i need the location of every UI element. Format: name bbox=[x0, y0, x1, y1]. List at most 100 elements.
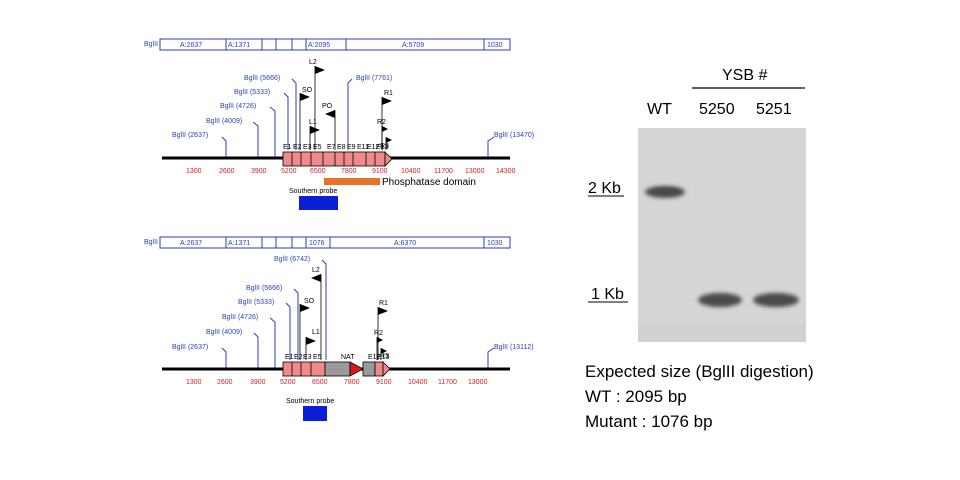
wt-exon-label: E5 bbox=[313, 144, 322, 151]
wt-restriction-map: BglII A:2637 A:1371 A:2095 A:5709 1030 B… bbox=[144, 38, 534, 210]
nat-cassette-tail bbox=[362, 361, 376, 377]
wt-exon-label: E8 bbox=[337, 144, 346, 151]
mut-site-label: BglII (13112) bbox=[494, 344, 534, 351]
mut-site-label: BglII (2637) bbox=[172, 344, 208, 351]
band-5250-1076 bbox=[698, 293, 742, 307]
wt-site-label: BglII (4726) bbox=[220, 103, 256, 110]
blot-membrane bbox=[638, 128, 806, 342]
expected-title: Expected size (BglII digestion) bbox=[585, 362, 814, 381]
mut-exon-label: E5 bbox=[313, 354, 322, 361]
wt-probe-label: Southern probe bbox=[289, 188, 337, 195]
wt-exon-label: E13 bbox=[376, 144, 389, 151]
ysb-group-label: YSB # bbox=[722, 67, 767, 84]
svg-text:6500: 6500 bbox=[310, 168, 326, 175]
svg-text:2600: 2600 bbox=[217, 379, 233, 386]
mut-fragment-bar bbox=[159, 236, 511, 249]
svg-text:11700: 11700 bbox=[434, 168, 453, 175]
wt-fragment-label: A:2637 bbox=[180, 42, 202, 49]
svg-text:7800: 7800 bbox=[344, 379, 360, 386]
nat-marker-arrow bbox=[349, 361, 364, 377]
mut-fragment-label: A:1371 bbox=[228, 240, 250, 247]
phosphatase-domain-bar bbox=[324, 178, 380, 185]
wt-gene-arrow bbox=[384, 151, 393, 167]
wt-primer-label: PO bbox=[322, 103, 333, 110]
expected-size-text: Expected size (BglII digestion) WT : 209… bbox=[585, 362, 814, 431]
wt-southern-probe bbox=[299, 196, 338, 210]
svg-text:3900: 3900 bbox=[251, 168, 267, 175]
wt-fragment-label: A:5709 bbox=[402, 42, 424, 49]
marker-1kb: 1 Kb bbox=[591, 286, 624, 303]
marker-2kb: 2 Kb bbox=[588, 180, 621, 197]
wt-primer-label: L1 bbox=[309, 119, 317, 126]
mut-probe-label: Southern probe bbox=[286, 398, 334, 405]
wt-exon-label: E7 bbox=[327, 144, 336, 151]
wt-exon-dividers bbox=[291, 152, 376, 166]
wt-site-label: BglII (5666) bbox=[244, 75, 280, 82]
wt-site-leaders bbox=[221, 78, 495, 158]
mut-exon-label: E1 bbox=[285, 354, 294, 361]
phosphatase-domain-label: Phosphatase domain bbox=[382, 177, 476, 188]
lane-label-wt: WT bbox=[647, 101, 672, 118]
svg-text:13000: 13000 bbox=[468, 379, 488, 386]
mut-enzyme-label: BglII bbox=[144, 239, 158, 246]
mut-scale-ticks: 1300 2600 3900 5200 6500 7800 9100 10400… bbox=[186, 379, 488, 386]
mut-fragment-label: A:2637 bbox=[180, 240, 202, 247]
wt-fragment-label: A:1371 bbox=[228, 42, 250, 49]
wt-gene-body bbox=[282, 151, 386, 167]
svg-text:11700: 11700 bbox=[438, 379, 457, 386]
wt-scale-ticks: 1300 2600 3900 5200 6500 7800 9100 10400… bbox=[186, 168, 516, 175]
mut-site-label: BglII (5333) bbox=[238, 299, 274, 306]
svg-text:10400: 10400 bbox=[401, 168, 421, 175]
svg-text:6500: 6500 bbox=[312, 379, 328, 386]
svg-text:2600: 2600 bbox=[219, 168, 235, 175]
band-5251-1076 bbox=[753, 293, 799, 307]
wt-primer-label: R3 bbox=[380, 143, 389, 150]
wt-fragment-bar bbox=[159, 38, 511, 51]
mut-southern-probe bbox=[303, 406, 327, 421]
mut-gene-3prime bbox=[374, 361, 384, 377]
mut-exon-label: E2 bbox=[294, 354, 303, 361]
mut-primer-label: R1 bbox=[379, 300, 388, 307]
wt-primer-label: R1 bbox=[384, 90, 393, 97]
mut-primer-label: L2 bbox=[312, 267, 320, 274]
svg-text:9100: 9100 bbox=[372, 168, 388, 175]
mut-exon-label: E13 bbox=[377, 354, 390, 361]
mut-primer-label: L1 bbox=[312, 329, 320, 336]
wt-enzyme-label: BglII bbox=[144, 41, 158, 48]
svg-text:9100: 9100 bbox=[376, 379, 392, 386]
wt-primer-flags bbox=[299, 66, 392, 150]
blot-membrane-edge bbox=[638, 322, 806, 342]
svg-text:5200: 5200 bbox=[280, 379, 296, 386]
mut-site-leaders bbox=[221, 259, 495, 368]
svg-text:10400: 10400 bbox=[408, 379, 428, 386]
svg-text:1300: 1300 bbox=[186, 168, 202, 175]
mut-fragment-label: 1076 bbox=[309, 240, 325, 247]
expected-mutant: Mutant : 1076 bp bbox=[585, 412, 713, 431]
wt-fragment-label: 1030 bbox=[487, 42, 503, 49]
wt-exon-label: E9 bbox=[347, 144, 356, 151]
svg-text:5200: 5200 bbox=[281, 168, 297, 175]
wt-primer-label: L2 bbox=[309, 59, 317, 66]
mut-primer-label: R2 bbox=[374, 330, 383, 337]
svg-text:3900: 3900 bbox=[250, 379, 266, 386]
wt-fragment-label: A:2095 bbox=[308, 42, 330, 49]
mut-site-label: BglII (4009) bbox=[206, 329, 242, 336]
mut-gene-5prime bbox=[282, 361, 326, 377]
nat-label: NAT bbox=[341, 354, 355, 361]
wt-primer-label: R2 bbox=[377, 119, 386, 126]
svg-text:1300: 1300 bbox=[186, 379, 202, 386]
band-wt-core bbox=[653, 188, 679, 194]
wt-exon-label: E3 bbox=[303, 144, 312, 151]
wt-site-label: BglII (5333) bbox=[234, 89, 270, 96]
mut-exon-label: E3 bbox=[303, 354, 312, 361]
wt-exon-label: E11 bbox=[357, 144, 369, 151]
lane-label-5250: 5250 bbox=[699, 101, 735, 118]
wt-exon-label: E2 bbox=[293, 144, 302, 151]
mut-exon-label: E12 bbox=[368, 354, 381, 361]
wt-site-label: BglII (2637) bbox=[172, 132, 208, 139]
mut-primer-label: R3 bbox=[380, 353, 389, 360]
mut-primer-label: SO bbox=[304, 298, 315, 305]
mut-site-label: BglII (6742) bbox=[274, 256, 310, 263]
mut-gene-arrow bbox=[382, 361, 391, 377]
wt-site-label: BglII (4009) bbox=[206, 118, 242, 125]
